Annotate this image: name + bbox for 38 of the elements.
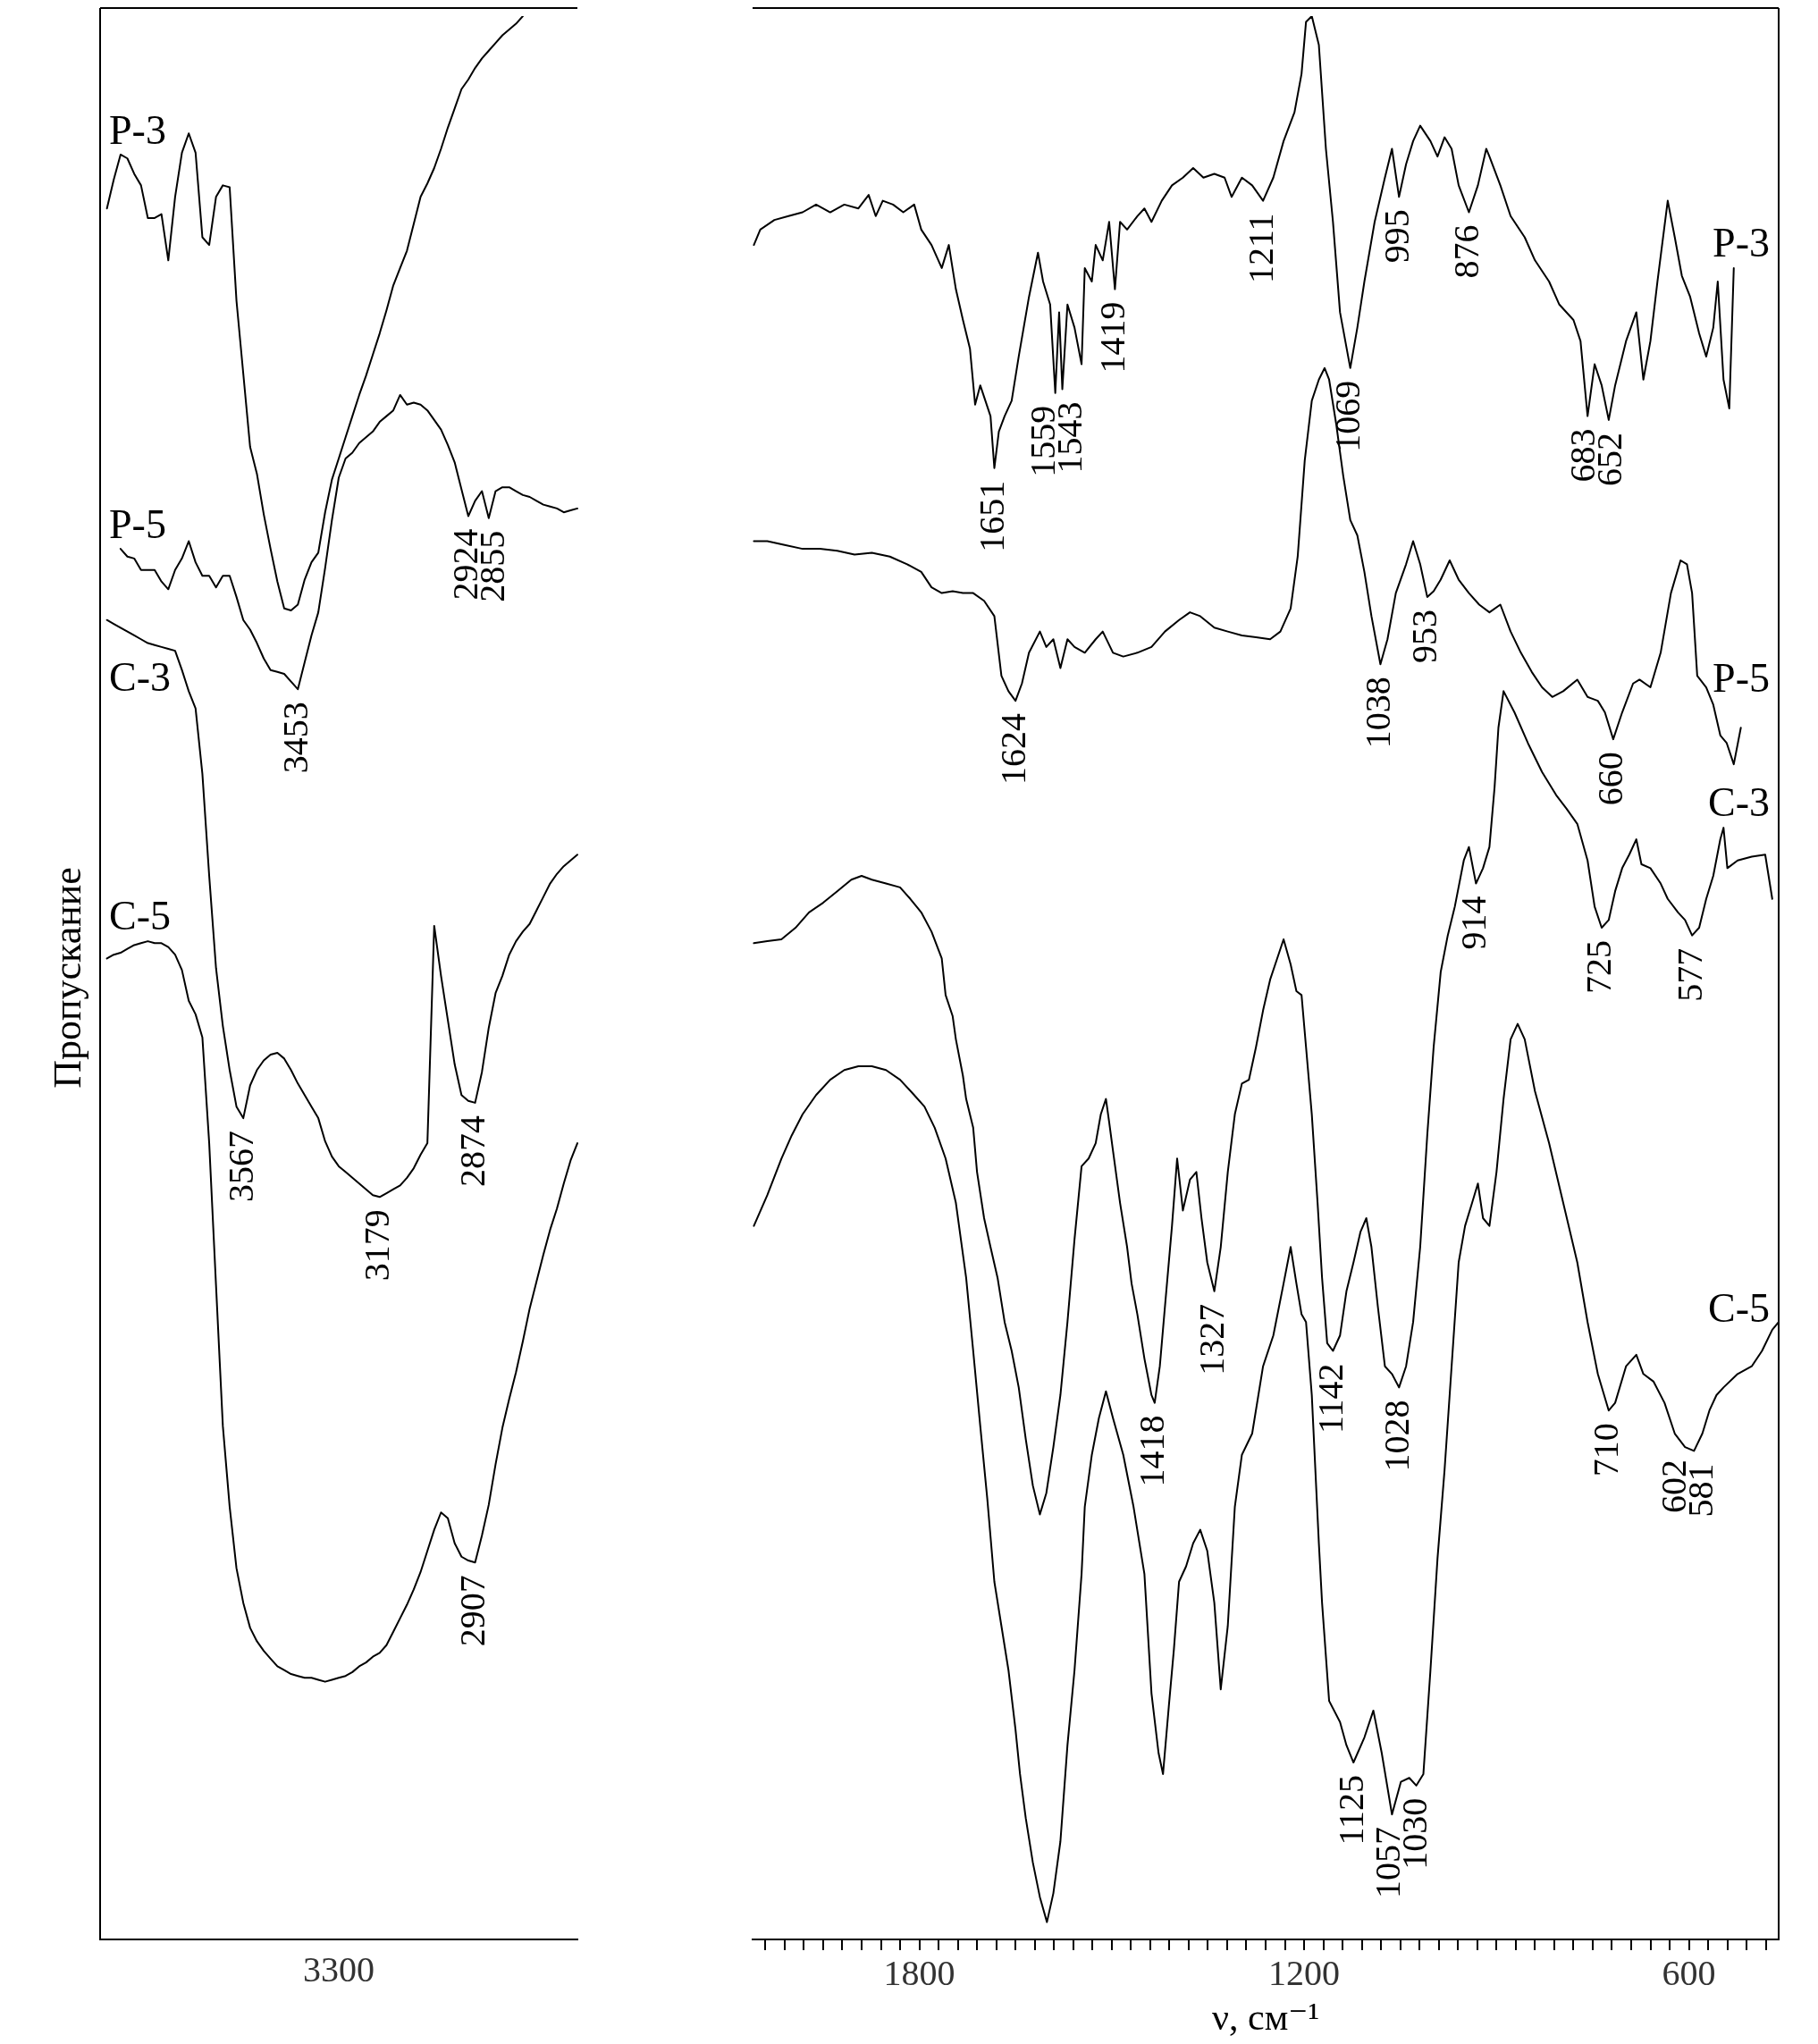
x-tick-label: 600 [1662, 1952, 1716, 1993]
series-label: C-5 [109, 892, 171, 938]
x-axis-title: ν, см⁻¹ [1212, 1996, 1319, 2038]
series-label: C-5 [1708, 1284, 1770, 1331]
annotation: 876 [1445, 224, 1486, 279]
series-label: P-5 [1713, 654, 1770, 701]
annotation: 3453 [274, 702, 316, 774]
x-tick-label: 1800 [883, 1952, 955, 1993]
y-axis-title: Пропускание [45, 867, 89, 1089]
annotation: 1142 [1309, 1363, 1351, 1434]
annotation: 1211 [1240, 213, 1281, 284]
annotation: 2907 [452, 1575, 493, 1647]
annotation: 1651 [972, 480, 1012, 552]
annotation: 1419 [1091, 301, 1132, 374]
annotation: 1327 [1191, 1303, 1233, 1375]
annotation: 914 [1452, 896, 1494, 950]
x-tick-label: 1200 [1268, 1952, 1341, 1993]
annotation: 710 [1586, 1423, 1627, 1477]
annotation: 660 [1590, 752, 1631, 806]
series-label: P-3 [109, 106, 166, 153]
annotation: 3179 [357, 1209, 398, 1282]
series-label: C-3 [1708, 779, 1770, 826]
annotation: 1418 [1132, 1415, 1173, 1487]
annotation: 1038 [1357, 677, 1398, 749]
annotation: 1125 [1330, 1775, 1371, 1846]
series-label: P-3 [1713, 220, 1770, 266]
annotation: 725 [1578, 940, 1620, 995]
annotation: 995 [1376, 209, 1417, 264]
annotation: 953 [1404, 609, 1445, 663]
series-label: C-3 [109, 654, 171, 701]
annotation: 577 [1669, 947, 1710, 1002]
annotation: 3567 [220, 1131, 261, 1203]
annotation: 1028 [1376, 1400, 1417, 1472]
annotation: 1624 [992, 713, 1033, 786]
series-label: P-5 [109, 500, 166, 547]
annotation: 2874 [452, 1115, 493, 1187]
text: 3300 [303, 1948, 375, 1989]
annotation: 1069 [1327, 380, 1368, 452]
